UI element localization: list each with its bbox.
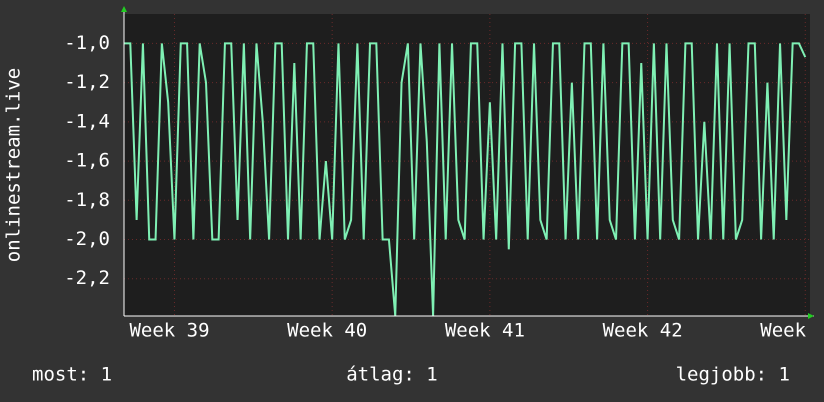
x-tick-label: Week 39 — [129, 320, 209, 342]
y-tick-label: -1,2 — [64, 71, 110, 93]
footer-current: most: 1 — [32, 364, 112, 386]
footer-average: átlag: 1 — [346, 364, 438, 386]
y-tick-label: -2,0 — [64, 228, 110, 250]
y-tick-label: -1,6 — [64, 150, 110, 172]
y-axis-label: onlinestream.live — [3, 68, 25, 262]
x-tick-label: Week 41 — [445, 320, 525, 342]
marks — [124, 42, 807, 317]
y-arrow — [121, 6, 127, 12]
y-tick-label: -1,8 — [64, 189, 110, 211]
y-tick-label: -2,2 — [64, 267, 110, 289]
footer-max: legjobb: 1 — [676, 364, 790, 386]
x-tick-label: Week 40 — [287, 320, 367, 342]
x-tick-label: Week — [760, 320, 806, 342]
y-tick-label: -1,4 — [64, 110, 110, 132]
x-tick-label: Week 42 — [603, 320, 683, 342]
x-arrow — [808, 313, 814, 319]
data-line — [124, 42, 807, 317]
y-tick-label: -1,0 — [64, 32, 110, 54]
